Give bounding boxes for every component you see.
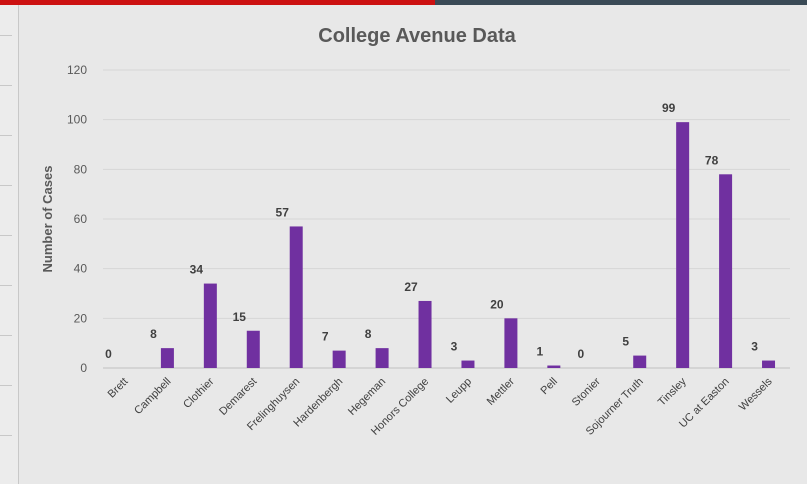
x-tick-label: Demarest [217, 376, 259, 418]
data-label: 34 [190, 263, 204, 277]
data-label: 7 [322, 330, 329, 344]
data-label: 0 [577, 347, 584, 361]
x-tick-label: Clothier [181, 375, 217, 411]
bar [160, 348, 174, 368]
data-label: 5 [622, 335, 629, 349]
y-axis-label: Number of Cases [40, 166, 55, 273]
data-label: 27 [404, 280, 418, 294]
ruler-mark [0, 185, 12, 186]
x-tick-label: Stonier [570, 375, 603, 408]
top-accent-bar-dark [435, 0, 807, 5]
ruler-mark [0, 285, 12, 286]
x-axis-labels: Brett Campbell Clothier DemarestFrelinghuys… [106, 375, 775, 437]
data-label: 3 [751, 340, 758, 354]
data-label: 15 [233, 310, 247, 324]
x-tick-label: Leupp [444, 376, 474, 406]
x-tick-label: Tinsley [656, 375, 689, 408]
x-tick-label: Mettler [485, 375, 517, 407]
y-tick-label: 60 [74, 212, 88, 226]
data-label: 57 [276, 205, 290, 219]
ruler-mark [0, 435, 12, 436]
top-accent-bar-red [0, 0, 435, 5]
data-label: 99 [662, 101, 676, 115]
y-tick-label: 100 [67, 113, 87, 127]
bar [289, 226, 303, 368]
data-label: 1 [537, 345, 544, 359]
ruler-mark [0, 85, 12, 86]
bar [547, 365, 561, 368]
bar [633, 355, 647, 368]
gridlines [103, 69, 790, 369]
ruler-mark [0, 385, 12, 386]
y-tick-label: 20 [74, 311, 88, 325]
data-label: 3 [451, 340, 458, 354]
data-label: 20 [490, 297, 504, 311]
x-tick-label: Campbell [132, 376, 173, 417]
bar [676, 122, 690, 369]
bar [719, 174, 733, 368]
bar [246, 330, 260, 368]
bar [461, 360, 475, 368]
bar [203, 283, 217, 368]
y-tick-label: 40 [74, 262, 88, 276]
ruler-mark [0, 135, 12, 136]
bar [762, 360, 776, 368]
x-tick-label: Wessels [737, 375, 775, 413]
data-label: 0 [105, 347, 112, 361]
x-tick-label: Hegeman [346, 376, 388, 418]
bars [160, 122, 776, 369]
bar [418, 300, 432, 368]
y-axis-ticks: 0 20 40 60 80 100 120 [67, 63, 87, 375]
ruler-mark [0, 235, 12, 236]
ruler-mark [0, 35, 12, 36]
left-ruler-strip [0, 5, 19, 484]
ruler-mark [0, 335, 12, 336]
data-label: 8 [365, 327, 372, 341]
data-label: 78 [705, 153, 719, 167]
y-tick-label: 120 [67, 63, 87, 77]
data-label: 8 [150, 327, 157, 341]
bar [332, 350, 346, 368]
x-tick-label: Pell [539, 376, 560, 397]
bar [504, 318, 518, 368]
x-tick-label: Brett [106, 376, 131, 401]
chart-title: College Avenue Data [318, 25, 516, 47]
y-tick-label: 80 [74, 162, 88, 176]
y-tick-label: 0 [80, 361, 87, 375]
bar [375, 348, 389, 368]
